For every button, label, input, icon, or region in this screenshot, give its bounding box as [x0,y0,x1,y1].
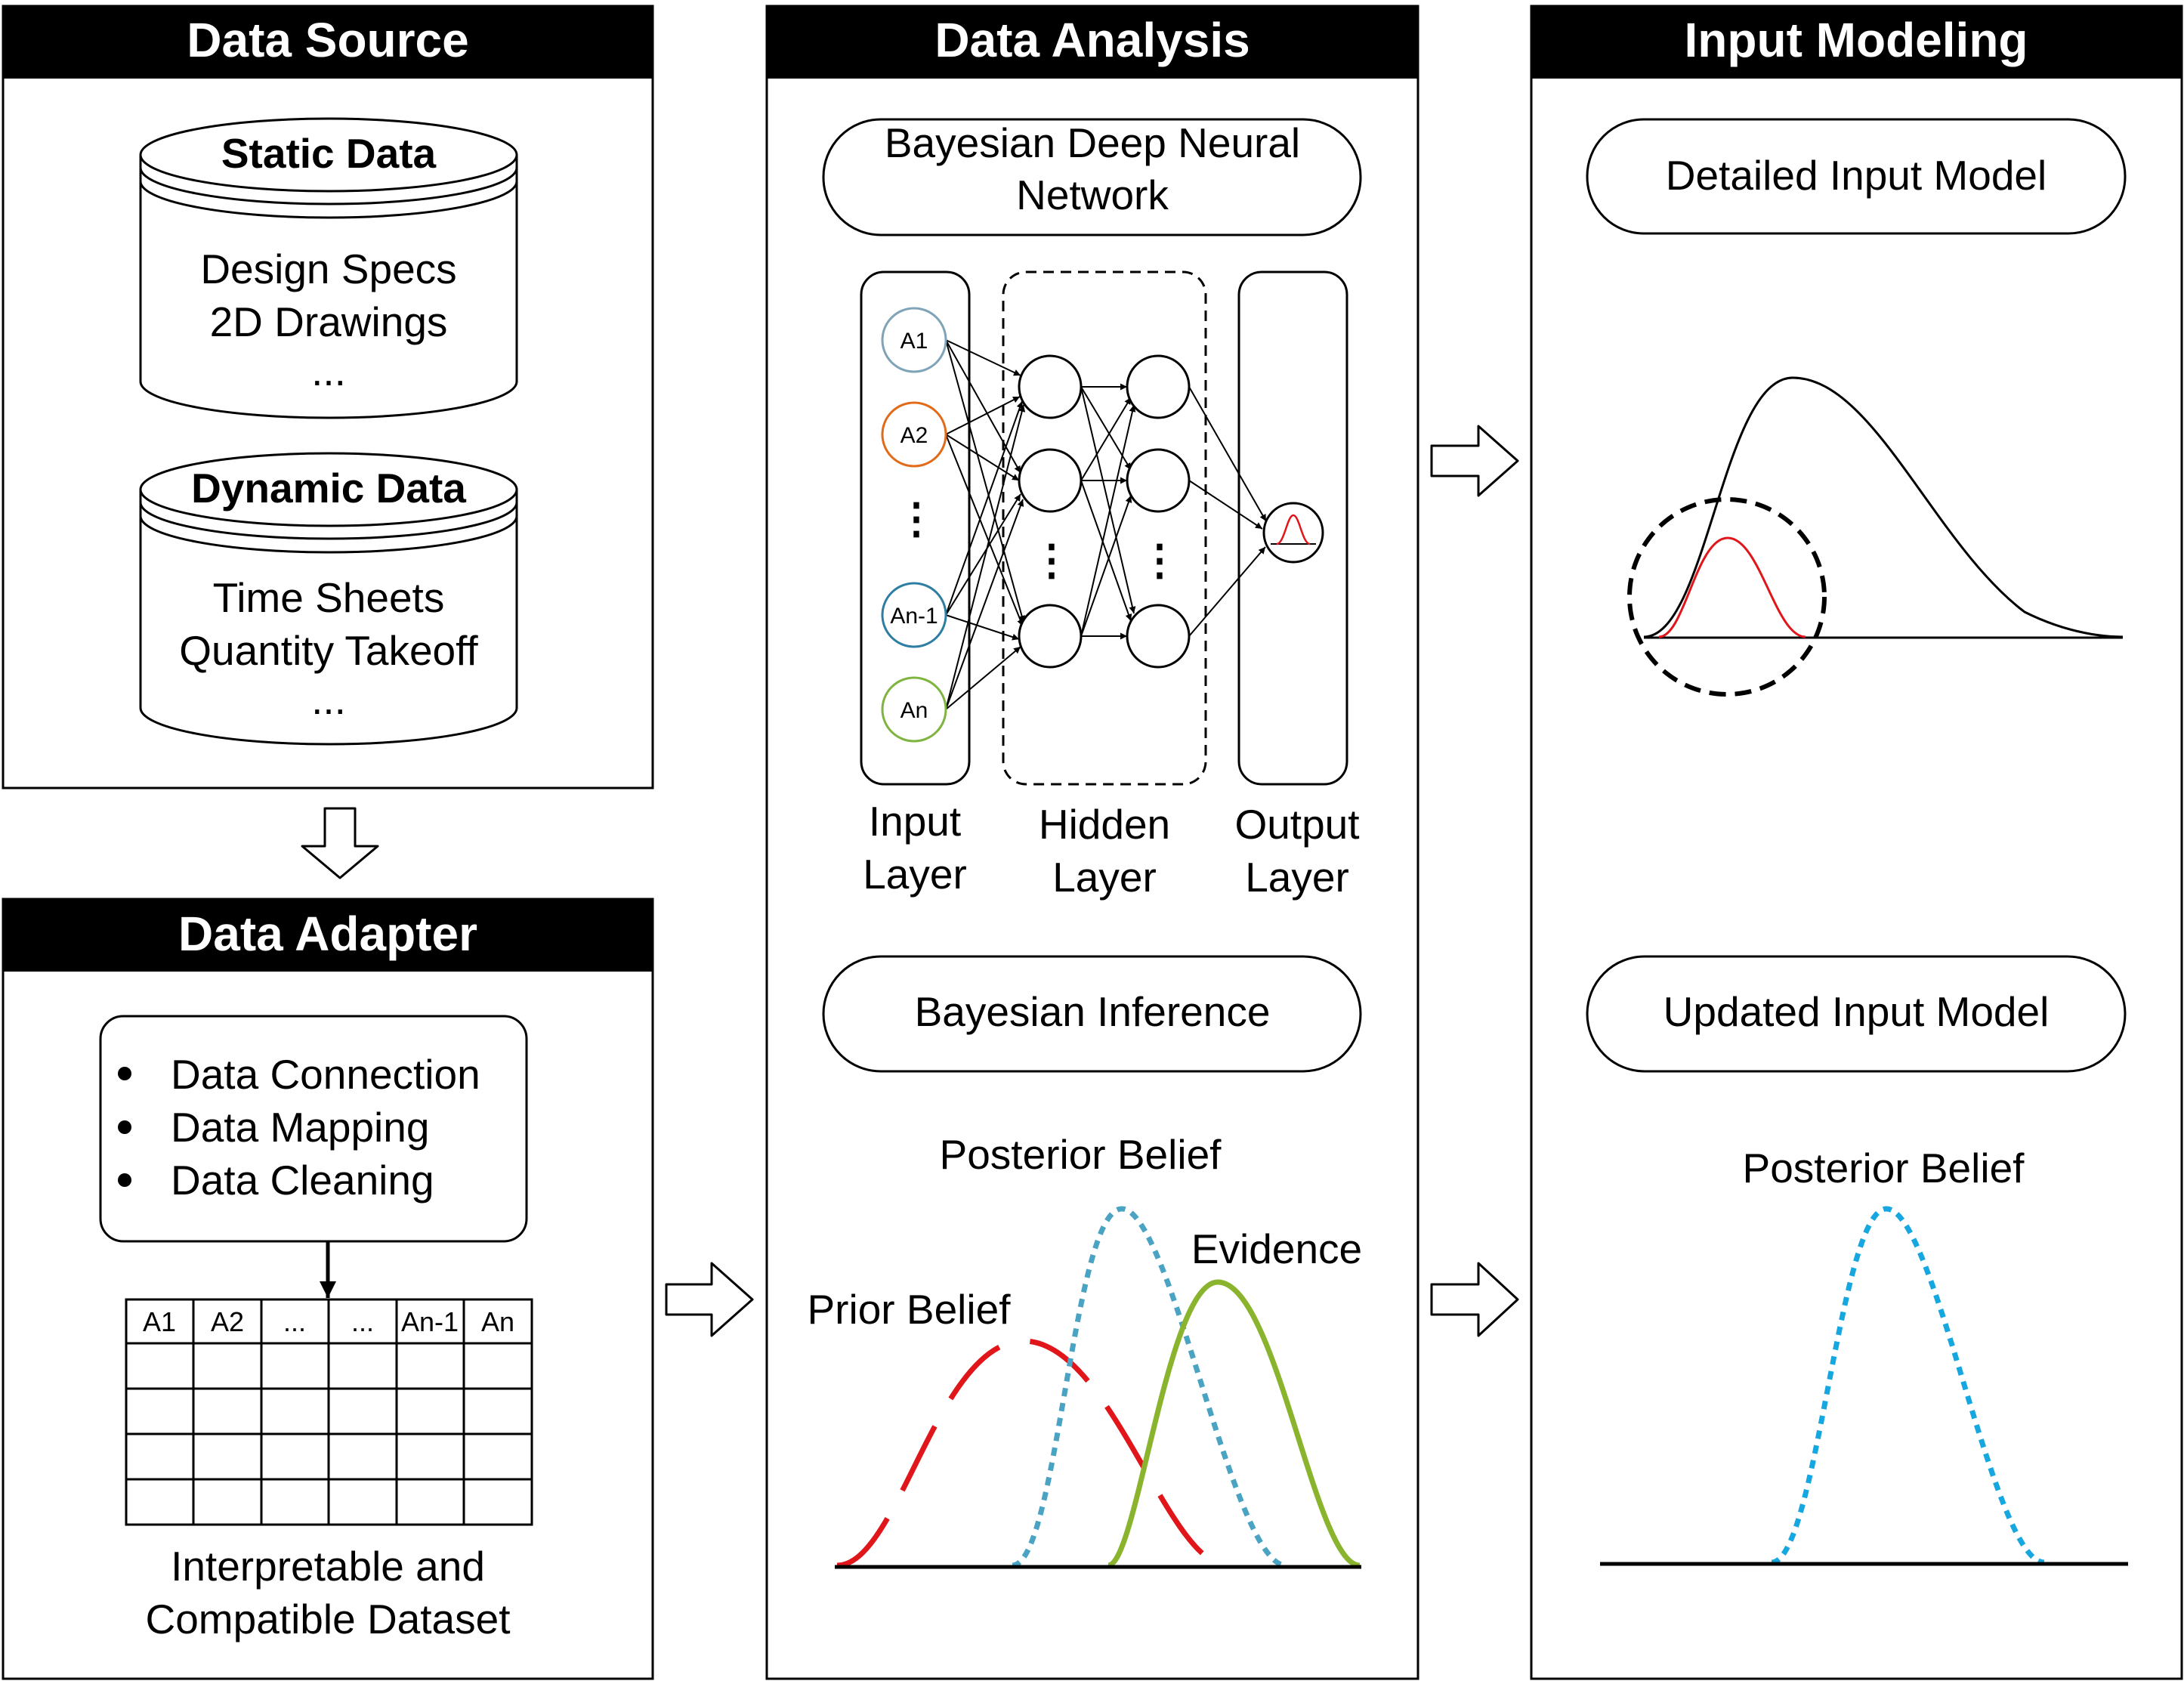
data-adapter-title: Data Adapter [178,907,477,961]
input-node-label: An [900,698,928,723]
right-arrow-icon [1430,1262,1519,1337]
bayesian-inference-box [822,955,1362,1073]
right-arrow-icon [1430,425,1519,497]
data-analysis-header [767,6,1418,79]
hidden-vdots: ⋮ [1139,536,1181,583]
output-layer-label: Layer [1245,854,1349,901]
bullet-icon [118,1173,131,1187]
data-source-panel: Data Source Static Data Design Specs 2D … [2,5,654,790]
input-modeling-title: Input Modeling [1685,13,2028,67]
static-data-database: Static Data Design Specs 2D Drawings ... [139,117,518,419]
data-adapter-panel: Data Adapter Data Connection Data Mappin… [2,898,654,1680]
data-adapter-header [3,899,653,972]
hidden-layer-label: Layer [1052,854,1157,901]
table-header-cell: ... [351,1306,374,1337]
posterior-belief-label: Posterior Belief [940,1131,1222,1178]
hidden-layer-frame [1002,270,1207,786]
right-arrow-icon [665,1262,754,1337]
dynamic-data-item: Quantity Takeoff [179,627,478,674]
input-modeling-panel: Input Modeling Detailed Input Model Upda… [1530,5,2183,1680]
static-data-item: ... [311,348,346,394]
output-node [1262,502,1324,564]
bayesian-inference-label: Bayesian Inference [915,988,1271,1035]
hidden-node [1126,354,1191,419]
detailed-red-curve [1658,536,1806,638]
prior-belief-curve [836,1338,1228,1568]
table-header-cell: An [481,1306,514,1337]
input-layer-frame [860,270,971,786]
input-node-a1 [881,307,947,373]
adapter-step: Data Mapping [171,1104,429,1151]
evidence-curve [1107,1279,1361,1568]
input-node-a2 [881,401,947,468]
adapter-step: Data Cleaning [171,1157,434,1204]
detailed-distribution-curve [1643,376,2124,638]
detailed-input-model-box [1586,118,2127,235]
input-layer-label: Layer [863,851,967,898]
table-header-cell: An-1 [401,1306,459,1337]
output-layer-label: Output [1234,801,1359,848]
input-layer-label: Input [869,798,961,845]
prior-belief-label: Prior Belief [808,1286,1012,1333]
network-connections [945,339,1267,710]
updated-input-model-box [1586,955,2127,1073]
input-node-label: A2 [900,423,928,448]
bullet-icon [118,1120,131,1134]
input-node-an-1 [881,582,947,648]
hidden-node [1018,604,1083,669]
dynamic-data-database: Dynamic Data Time Sheets Quantity Takeof… [139,452,518,746]
detailed-input-model-label: Detailed Input Model [1666,152,2047,199]
static-data-item: 2D Drawings [210,298,448,345]
hidden-node [1126,448,1191,513]
evidence-label: Evidence [1191,1225,1362,1272]
adapter-steps-box [99,1015,528,1243]
bullet-icon [118,1067,131,1080]
posterior-belief-curve [1012,1206,1287,1568]
input-node-label: An-1 [890,604,938,629]
dataset-caption: Interpretable and [171,1543,485,1590]
down-arrow-icon [301,807,379,879]
data-source-title: Data Source [187,13,468,67]
dataset-table [125,1298,533,1526]
hidden-node [1018,354,1083,419]
hidden-node [1018,448,1083,513]
output-layer-frame [1237,270,1348,786]
distribution-icon [1276,514,1311,545]
hidden-layer-label: Hidden [1039,801,1170,848]
input-node-an [881,676,947,743]
dataset-caption: Compatible Dataset [145,1596,510,1642]
static-data-item: Design Specs [200,246,456,292]
table-header-cell: ... [283,1306,306,1337]
data-analysis-title: Data Analysis [934,13,1250,67]
adapter-step: Data Connection [171,1051,480,1098]
table-header-cell: A2 [211,1306,244,1337]
input-modeling-header [1531,6,2182,79]
bdnn-box [822,118,1362,236]
dynamic-data-title: Dynamic Data [191,465,466,511]
zoom-circle-icon [1627,497,1827,697]
input-vdots: ⋮ [896,495,938,542]
hidden-vdots: ⋮ [1031,536,1073,583]
input-node-label: A1 [900,329,928,354]
dynamic-data-item: ... [311,676,346,723]
bdnn-label: Network [1016,171,1169,218]
bdnn-label: Bayesian Deep Neural [885,119,1300,166]
static-data-title: Static Data [221,130,437,177]
data-analysis-panel: Data Analysis Bayesian Deep Neural Netwo… [765,5,1419,1680]
data-source-header [3,6,653,79]
updated-posterior-curve [1771,1206,2045,1565]
hidden-node [1126,604,1191,669]
dynamic-data-item: Time Sheets [213,574,445,621]
updated-input-model-label: Updated Input Model [1663,988,2050,1035]
table-header-cell: A1 [143,1306,176,1337]
updated-posterior-label: Posterior Belief [1743,1145,2025,1191]
